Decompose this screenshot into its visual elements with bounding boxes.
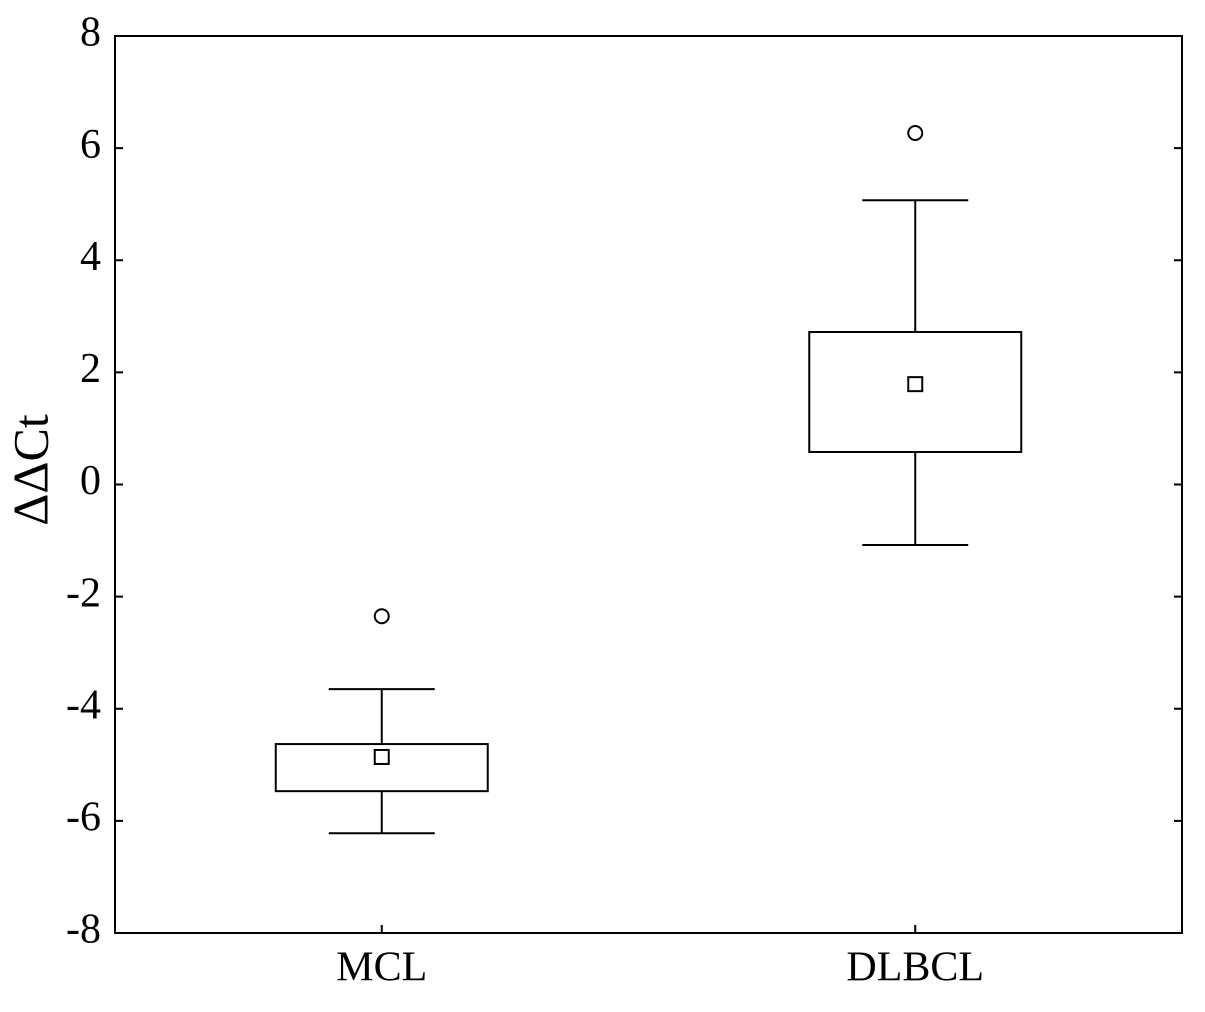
y-tick-label: -8: [66, 907, 101, 953]
median-marker: [373, 748, 390, 765]
y-tick-label: 4: [80, 234, 101, 280]
y-tick-label: 6: [80, 122, 101, 168]
y-tick-label: -6: [66, 795, 101, 841]
y-tick-label: 0: [80, 458, 101, 504]
y-tick-label: -4: [66, 682, 101, 728]
outlier: [907, 124, 924, 141]
y-tick-label: 2: [80, 346, 101, 392]
plot-frame: [114, 35, 1183, 934]
y-axis-label: ΔΔCt: [2, 414, 58, 526]
y-tick-label: -2: [66, 570, 101, 616]
x-tick-label: DLBCL: [846, 945, 984, 991]
median-marker: [907, 376, 924, 393]
outlier: [373, 608, 390, 625]
y-tick-label: 8: [80, 10, 101, 56]
x-tick-label: MCL: [336, 945, 427, 991]
